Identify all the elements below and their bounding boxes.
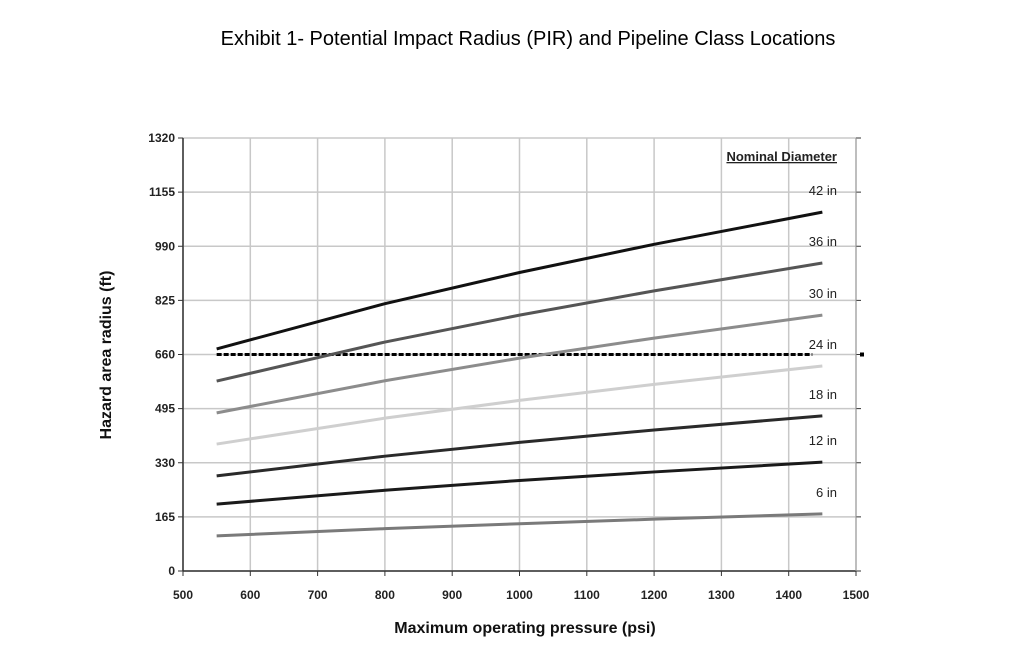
series-labels: 42 in 36 in 30 in 24 in 18 in 12 in 6 in <box>809 183 837 500</box>
series-line-30-in <box>216 313 823 415</box>
series-line-6-in <box>216 512 823 538</box>
axes: 500 600 700 800 900 1000 1100 1200 1300 1400 1500 0… <box>148 131 869 602</box>
y-tick-label: 165 <box>155 510 175 524</box>
series-label: 30 in <box>809 286 837 301</box>
x-tick-label: 1400 <box>775 588 802 602</box>
x-tick-label: 800 <box>375 588 395 602</box>
series-label: 42 in <box>809 183 837 198</box>
y-tick-label: 990 <box>155 239 175 253</box>
series-label: 36 in <box>809 234 837 249</box>
x-tick-label: 1000 <box>506 588 533 602</box>
series-label: 6 in <box>816 485 837 500</box>
x-tick-label: 1100 <box>574 588 600 602</box>
series-lines <box>216 210 864 538</box>
series-label: 12 in <box>809 433 837 448</box>
y-tick-label: 660 <box>155 348 175 362</box>
series-label: 18 in <box>809 387 837 402</box>
y-tick-label: 1320 <box>148 131 175 145</box>
x-tick-label: 1200 <box>641 588 668 602</box>
series-label: 24 in <box>809 337 837 352</box>
series-line-12-in <box>216 460 823 506</box>
x-axis-label: Maximum operating pressure (psi) <box>394 620 655 637</box>
y-tick-label: 0 <box>168 564 175 578</box>
y-tick-label: 330 <box>155 456 175 470</box>
chart-title: Exhibit 1- Potential Impact Radius (PIR)… <box>220 28 836 50</box>
x-tick-label: 600 <box>240 588 260 602</box>
reference-line-marker <box>860 352 864 357</box>
series-line-18-in <box>216 414 823 478</box>
x-tick-label: 900 <box>442 588 462 602</box>
y-tick-label: 495 <box>155 402 175 416</box>
y-axis-label: Hazard area radius (ft) <box>98 271 115 440</box>
series-line-42-in <box>216 210 823 351</box>
x-tick-label: 700 <box>308 588 328 602</box>
series-line-36-in <box>216 261 823 383</box>
x-tick-label: 1300 <box>708 588 735 602</box>
x-tick-label: 500 <box>173 588 193 602</box>
y-tick-label: 825 <box>155 293 175 307</box>
y-tick-label: 1155 <box>149 185 175 199</box>
series-line-24-in <box>216 364 823 446</box>
x-tick-label: 1500 <box>843 588 870 602</box>
legend-title: Nominal Diameter <box>726 149 837 164</box>
